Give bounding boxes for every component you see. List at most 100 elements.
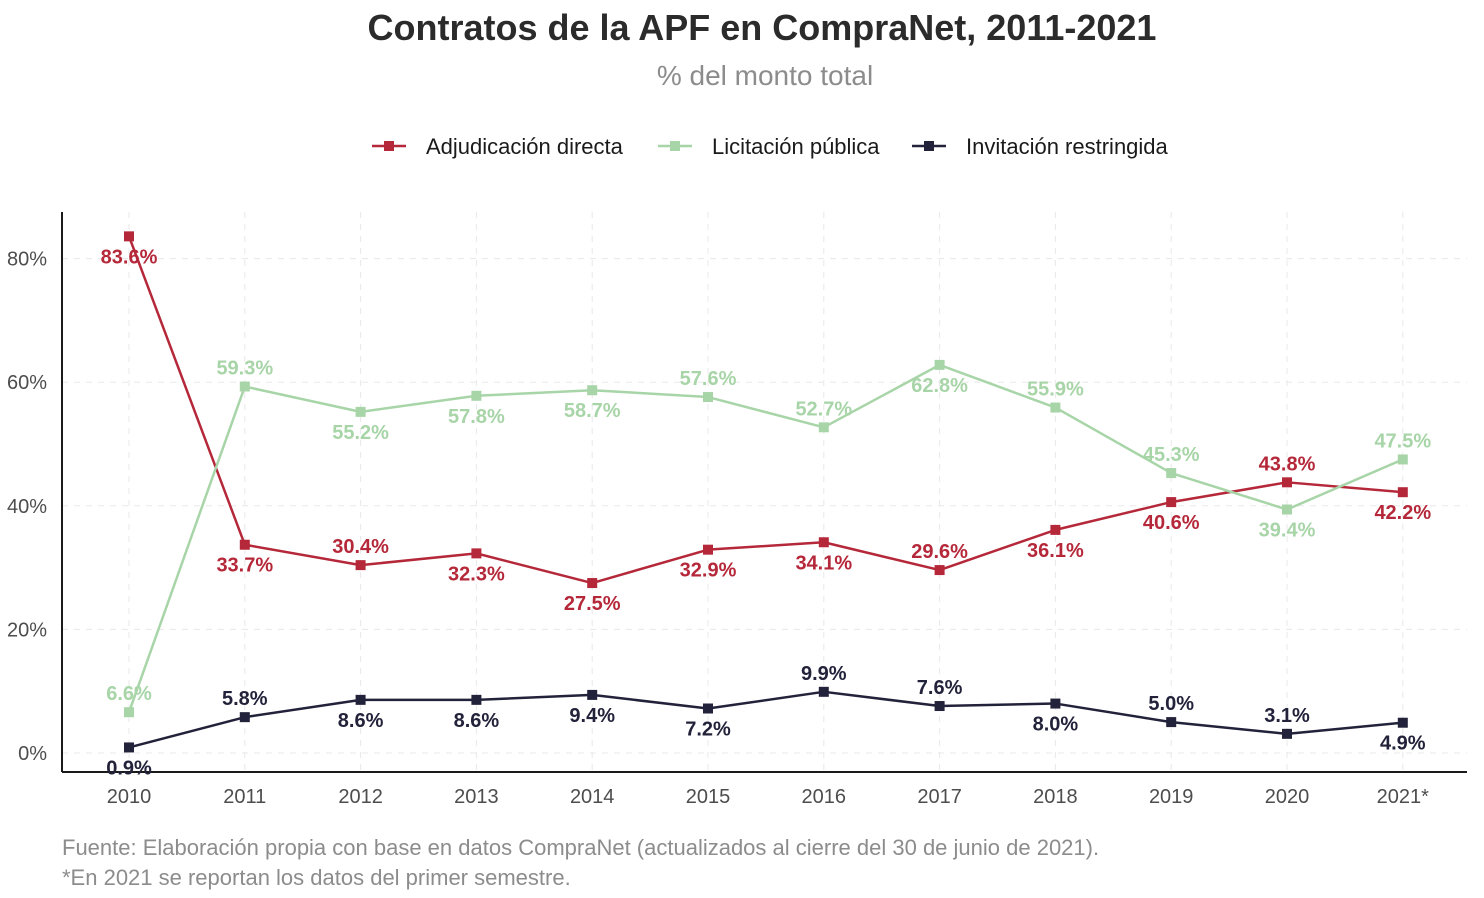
legend-label: Invitación restringida xyxy=(966,134,1169,159)
data-label: 29.6% xyxy=(911,541,968,563)
x-tick-label: 2016 xyxy=(802,786,847,808)
x-tick-label: 2013 xyxy=(454,786,499,808)
data-point xyxy=(818,537,829,548)
data-point xyxy=(587,689,598,700)
data-point xyxy=(1166,468,1177,479)
data-label: 7.2% xyxy=(685,719,731,741)
x-tick-label: 2018 xyxy=(1033,786,1078,808)
data-point xyxy=(1282,477,1292,488)
x-tick-label: 2017 xyxy=(917,786,962,808)
data-label: 3.1% xyxy=(1264,705,1310,727)
data-label: 52.7% xyxy=(795,398,852,420)
data-label: 4.9% xyxy=(1380,733,1426,755)
data-point xyxy=(703,544,713,555)
data-label: 7.6% xyxy=(917,677,963,699)
x-tick-label: 2019 xyxy=(1149,786,1194,808)
data-label: 8.6% xyxy=(454,710,500,732)
data-point xyxy=(1282,504,1292,515)
data-label: 6.6% xyxy=(106,683,152,705)
data-labels: 83.6% 33.7% 30.4% 32.3% 27.5% 32.9% 34.1% 29.6%… xyxy=(101,246,1432,779)
caption-source: Fuente: Elaboración propia con base en d… xyxy=(62,835,1099,860)
y-tick-label: 60% xyxy=(7,372,47,394)
legend-swatch-marker xyxy=(384,141,394,151)
x-tick-label: 2010 xyxy=(107,786,152,808)
data-point xyxy=(124,231,134,242)
data-point xyxy=(1050,402,1061,413)
series-line-1 xyxy=(127,363,1404,713)
data-point xyxy=(355,694,366,705)
legend-item: Licitación pública xyxy=(658,134,880,159)
series-line-0 xyxy=(127,235,1403,585)
data-label: 27.5% xyxy=(564,593,621,615)
data-label: 45.3% xyxy=(1143,444,1200,466)
chart-subtitle: % del monto total xyxy=(657,60,873,91)
data-label: 62.8% xyxy=(911,375,968,397)
data-label: 57.6% xyxy=(680,368,737,390)
data-point xyxy=(818,422,829,433)
data-point xyxy=(471,390,482,401)
data-label: 55.9% xyxy=(1027,379,1084,401)
data-label: 55.2% xyxy=(332,422,389,444)
data-point xyxy=(587,578,598,589)
legend: Adjudicación directa Licitación pública In… xyxy=(372,134,1169,159)
data-point xyxy=(818,686,829,697)
data-point xyxy=(355,406,366,417)
data-point xyxy=(1050,524,1061,535)
x-tick-label: 2011 xyxy=(223,786,266,808)
data-label: 0.9% xyxy=(106,757,152,779)
data-point xyxy=(239,712,250,723)
data-point xyxy=(703,392,713,403)
data-label: 5.0% xyxy=(1148,693,1194,715)
data-label: 43.8% xyxy=(1259,453,1316,475)
legend-item: Adjudicación directa xyxy=(372,134,624,159)
data-label: 5.8% xyxy=(222,688,268,710)
chart-title: Contratos de la APF en CompraNet, 2011-2… xyxy=(368,7,1157,48)
data-label: 33.7% xyxy=(216,555,273,577)
data-point xyxy=(934,359,945,370)
data-label: 8.0% xyxy=(1033,714,1079,736)
data-point xyxy=(239,539,250,550)
data-label: 47.5% xyxy=(1374,430,1431,452)
data-label: 32.3% xyxy=(448,563,505,585)
data-label: 34.1% xyxy=(795,552,852,574)
data-point xyxy=(1397,487,1408,498)
data-point xyxy=(703,703,713,714)
data-point xyxy=(124,742,134,753)
y-tick-label: 20% xyxy=(7,619,47,641)
legend-swatch-marker xyxy=(670,141,680,151)
caption-note: *En 2021 se reportan los datos del prime… xyxy=(62,865,571,890)
data-point xyxy=(934,565,945,576)
data-label: 40.6% xyxy=(1143,512,1200,534)
axes: 0% 20% 40% 60% 80% 2010 2011 2012 2013 2014 2015 20… xyxy=(7,212,1467,808)
data-point xyxy=(1050,698,1061,709)
y-tick-label: 80% xyxy=(7,249,47,271)
legend-item: Invitación restringida xyxy=(912,134,1169,159)
data-label: 59.3% xyxy=(216,358,273,380)
data-label: 32.9% xyxy=(680,560,737,582)
data-label: 39.4% xyxy=(1259,520,1316,542)
y-tick-label: 40% xyxy=(7,496,47,518)
gridlines xyxy=(62,212,1467,772)
series-line-2 xyxy=(128,690,1403,749)
data-point xyxy=(587,385,598,396)
legend-swatch-marker xyxy=(924,141,934,151)
x-tick-label: 2020 xyxy=(1265,786,1310,808)
x-tick-label: 2015 xyxy=(686,786,731,808)
data-point xyxy=(1282,728,1292,739)
data-point xyxy=(471,694,482,705)
data-label: 30.4% xyxy=(332,536,389,558)
y-tick-label: 0% xyxy=(18,743,47,765)
data-label: 83.6% xyxy=(101,246,158,268)
x-tick-label: 2014 xyxy=(570,786,615,808)
data-point xyxy=(1166,717,1177,728)
data-label: 8.6% xyxy=(338,710,384,732)
legend-label: Adjudicación directa xyxy=(426,134,624,159)
data-point xyxy=(934,701,945,712)
data-label: 36.1% xyxy=(1027,540,1084,562)
data-label: 57.8% xyxy=(448,406,505,428)
data-point xyxy=(1397,717,1408,728)
data-point xyxy=(124,707,134,718)
data-point xyxy=(355,560,366,571)
x-tick-label: 2021* xyxy=(1377,786,1429,808)
